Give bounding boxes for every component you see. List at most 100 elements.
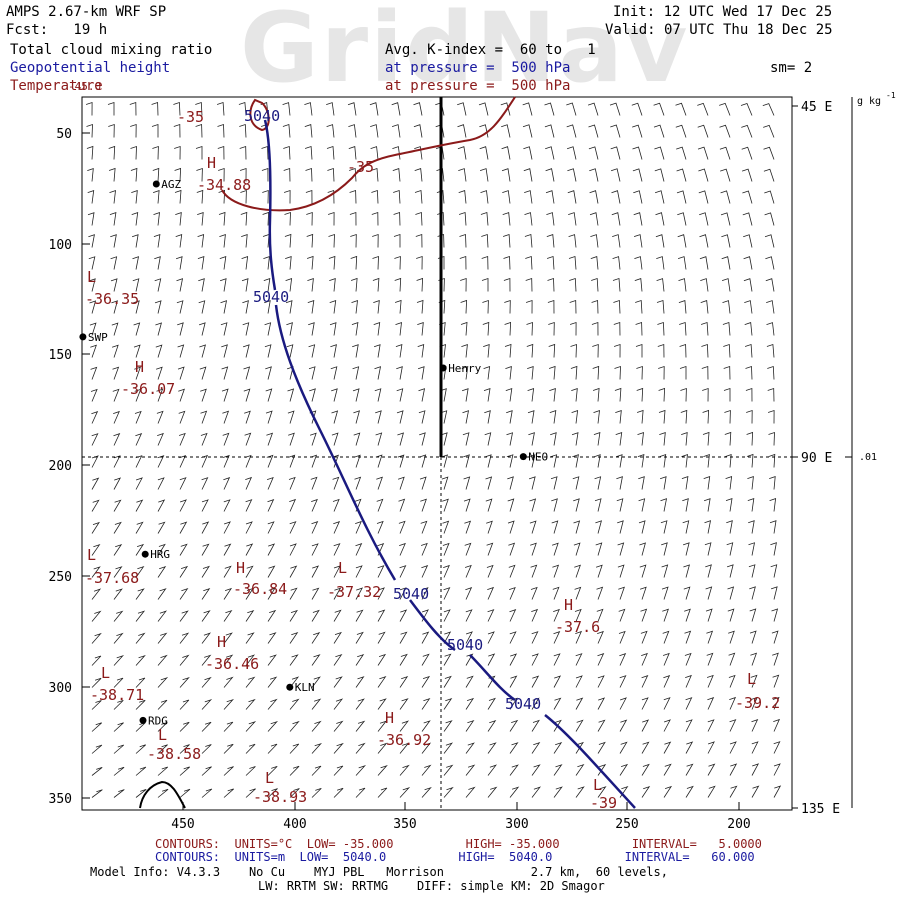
- wind-barb: [764, 234, 775, 248]
- wind-barb: [531, 697, 540, 710]
- wind-barb: [701, 343, 709, 358]
- wind-barb: [748, 564, 756, 578]
- y-tick-250: 250: [49, 570, 72, 585]
- model-title: AMPS 2.67-km WRF SP: [6, 4, 167, 20]
- wind-barb: [91, 521, 100, 534]
- wind-barb: [727, 608, 735, 622]
- wind-barb: [772, 652, 779, 666]
- wind-barb: [721, 256, 731, 270]
- wind-barb: [531, 675, 540, 688]
- wind-barb: [179, 676, 190, 688]
- wind-barb: [550, 476, 558, 490]
- wind-barb: [420, 498, 427, 512]
- wind-barb: [594, 498, 602, 512]
- wind-barb: [680, 409, 688, 424]
- wind-barb: [503, 255, 511, 270]
- wind-barb: [465, 609, 473, 622]
- wind-barb: [239, 123, 247, 138]
- wind-barb: [421, 565, 429, 578]
- wind-barb: [200, 432, 208, 446]
- wind-barb: [131, 190, 138, 204]
- wind-barb: [311, 742, 323, 754]
- temperature-contour-line: [221, 96, 516, 212]
- wind-barb: [377, 720, 388, 732]
- wind-barb: [699, 212, 709, 226]
- wind-barb: [524, 212, 533, 226]
- wind-barb: [113, 677, 124, 688]
- height-contour-segment-4: [469, 654, 516, 702]
- wind-barb: [87, 168, 94, 182]
- wind-barb: [175, 256, 183, 270]
- wind-barb: [416, 255, 423, 270]
- wind-barb: [593, 432, 601, 446]
- wind-barb: [704, 520, 712, 534]
- wind-barb: [245, 676, 256, 688]
- wind-barb: [685, 697, 693, 710]
- wind-barb: [310, 476, 318, 490]
- wind-barb: [219, 278, 227, 292]
- wind-barb: [376, 476, 383, 490]
- wind-barb: [413, 102, 423, 116]
- wind-barb: [611, 212, 621, 226]
- wind-barb: [707, 785, 716, 798]
- wind-barb: [481, 233, 489, 248]
- wind-barb: [261, 167, 269, 182]
- wind-barb: [679, 343, 687, 358]
- wind-barb: [482, 299, 489, 314]
- wind-barb: [287, 388, 295, 402]
- wind-barb: [484, 454, 492, 468]
- wind-barb: [176, 300, 184, 314]
- wind-barb: [327, 211, 335, 226]
- wind-barb: [419, 476, 427, 490]
- wind-barb: [744, 343, 753, 358]
- wind-barb: [157, 788, 169, 798]
- wind-barb: [478, 102, 489, 116]
- wind-barb: [220, 322, 228, 336]
- wind-barb: [199, 344, 206, 358]
- wind-barb: [375, 454, 383, 468]
- wind-barb: [399, 675, 409, 688]
- wind-barb: [135, 654, 146, 666]
- wind-barb: [544, 102, 555, 116]
- wind-barb: [575, 786, 585, 798]
- wind-barb: [633, 234, 643, 248]
- wind-barb: [201, 676, 212, 688]
- wind-barb: [135, 477, 143, 490]
- wind-barb: [267, 521, 275, 534]
- wind-barb: [135, 744, 146, 754]
- wind-barb: [509, 675, 518, 688]
- wind-barb: [350, 277, 358, 292]
- station-label: AGZ: [161, 178, 181, 191]
- wind-barb: [728, 652, 736, 666]
- wind-barb: [201, 699, 213, 710]
- wind-barb: [659, 454, 667, 468]
- wind-barb: [766, 300, 775, 314]
- wind-barb: [414, 146, 423, 160]
- station-dot: [286, 683, 294, 691]
- wind-barb: [440, 432, 448, 446]
- wind-barb: [238, 101, 247, 116]
- temperature-label: -34.88: [197, 176, 251, 194]
- wind-barb: [178, 410, 186, 424]
- wind-barb: [571, 410, 579, 424]
- wind-barb: [200, 388, 207, 402]
- wind-barb: [173, 123, 181, 138]
- wind-barb: [354, 476, 362, 490]
- wind-barb: [615, 432, 623, 446]
- wind-barb: [597, 719, 606, 732]
- colorbar-value: .01: [859, 452, 877, 463]
- wind-barb: [399, 764, 410, 776]
- wind-barb: [113, 543, 123, 556]
- wind-barb: [399, 565, 407, 578]
- wind-barb: [267, 698, 278, 710]
- wind-barb: [198, 300, 206, 314]
- temperature-contour-loop: [249, 98, 270, 132]
- wind-barb: [504, 343, 512, 358]
- wind-barb: [550, 454, 558, 468]
- wind-barb: [157, 499, 166, 512]
- wind-barb: [771, 608, 779, 622]
- wind-barb: [91, 433, 99, 446]
- wind-barb: [553, 764, 563, 776]
- wind-barb: [91, 655, 102, 666]
- wind-barb: [568, 255, 577, 270]
